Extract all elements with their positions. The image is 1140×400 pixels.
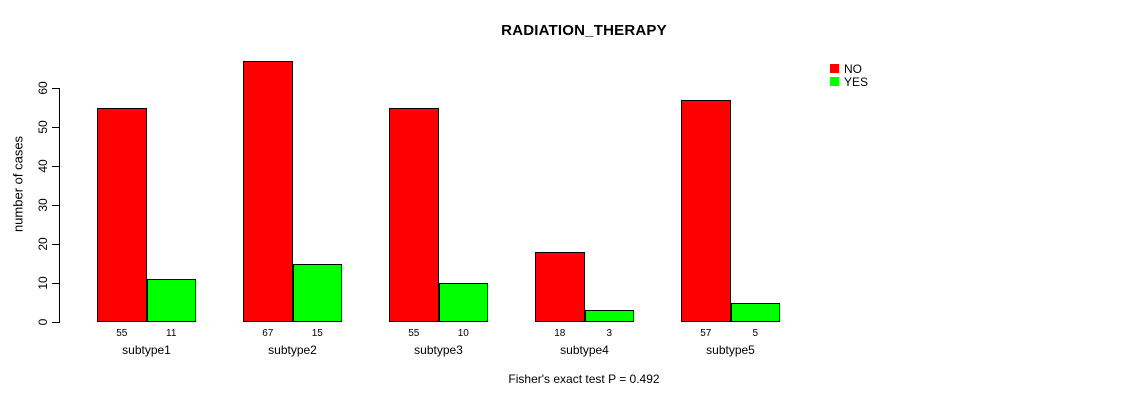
bar-count-label: 5: [752, 328, 759, 339]
stat-annotation: Fisher's exact test P = 0.492: [508, 372, 660, 386]
bar-count-label: 55: [116, 328, 128, 339]
x-category-label: subtype2: [268, 343, 317, 357]
bar-no-subtype4: [535, 251, 585, 322]
y-axis-tick: [52, 205, 59, 206]
bar-count-label: 55: [408, 328, 420, 339]
chart-title: RADIATION_THERAPY: [501, 22, 667, 39]
x-category-label: subtype4: [560, 343, 609, 357]
y-axis-tick-label: 60: [36, 81, 50, 95]
bar-no-subtype5: [681, 99, 731, 322]
legend-swatch-no: [830, 64, 839, 73]
bar-yes-subtype1: [146, 279, 196, 322]
bar-count-label: 3: [606, 328, 613, 339]
bar-no-subtype2: [243, 60, 293, 322]
x-category-label: subtype3: [414, 343, 463, 357]
y-axis-tick: [52, 166, 59, 167]
y-axis-tick: [52, 322, 59, 323]
y-axis-tick-label: 10: [36, 276, 50, 290]
y-axis-tick: [52, 244, 59, 245]
bar-count-label: 15: [311, 328, 323, 339]
legend-item-yes: YES: [830, 75, 868, 88]
bar-no-subtype3: [389, 107, 439, 322]
y-axis-tick-label: 40: [36, 159, 50, 173]
legend-item-no: NO: [830, 62, 868, 75]
y-axis-tick-label: 0: [36, 318, 50, 326]
bar-count-label: 11: [166, 328, 177, 339]
x-category-label: subtype5: [706, 343, 755, 357]
y-axis-tick-label: 50: [36, 120, 50, 134]
y-axis-tick: [52, 88, 59, 89]
bar-no-subtype1: [97, 107, 147, 322]
y-axis-line: [59, 88, 60, 323]
legend-label: NO: [844, 61, 862, 76]
y-axis-tick-label: 30: [36, 198, 50, 212]
legend-swatch-yes: [830, 77, 839, 86]
legend: NO YES: [830, 62, 868, 88]
x-category-label: subtype1: [122, 343, 171, 357]
y-axis-tick-label: 20: [36, 237, 50, 251]
legend-label: YES: [844, 74, 869, 89]
y-axis-tick: [52, 127, 59, 128]
bar-count-label: 67: [262, 328, 274, 339]
bar-count-label: 10: [457, 328, 469, 339]
bar-yes-subtype2: [292, 263, 342, 322]
bar-yes-subtype3: [438, 283, 488, 322]
bar-yes-subtype4: [584, 310, 634, 322]
bar-count-label: 18: [554, 328, 566, 339]
bar-yes-subtype5: [730, 302, 780, 322]
bar-count-label: 57: [700, 328, 712, 339]
y-axis-tick: [52, 283, 59, 284]
